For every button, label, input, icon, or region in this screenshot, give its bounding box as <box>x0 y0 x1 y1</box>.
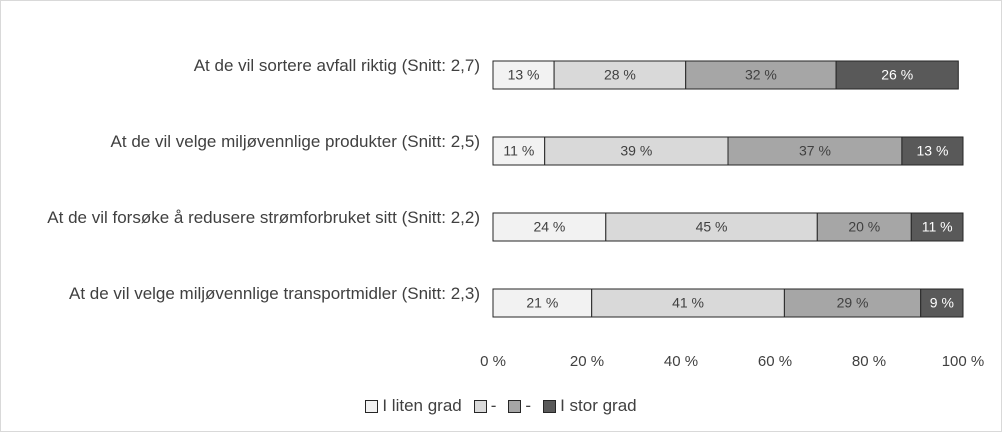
legend-swatch <box>543 399 557 413</box>
category-text: At de vil sortere avfall riktig (Snitt: … <box>193 56 480 75</box>
x-tick-label: 100 % <box>942 353 985 370</box>
category-label: At de vil forsøke å redusere strømforbru… <box>10 207 480 229</box>
legend-item: I liten grad <box>365 396 462 416</box>
bar-segment <box>910 212 964 242</box>
legend-label: - <box>490 396 497 415</box>
x-tick-label: 60 % <box>758 353 792 370</box>
legend: I liten grad - - I stor grad <box>0 396 1002 416</box>
legend-swatch <box>473 399 487 413</box>
category-label: At de vil velge miljøvennlige transportm… <box>10 283 480 305</box>
x-tick-label: 80 % <box>852 353 886 370</box>
legend-item: - <box>473 396 497 416</box>
data-label: 11 % <box>922 219 953 235</box>
data-label: 29 % <box>837 295 869 311</box>
category-text: At de vil forsøke å redusere strømforbru… <box>47 208 480 227</box>
bar-segment <box>816 212 912 242</box>
data-label: 39 % <box>620 143 652 159</box>
bar-segment <box>783 288 922 318</box>
bar-segment <box>727 136 903 166</box>
data-label: 11 % <box>503 143 534 159</box>
data-label: 24 % <box>533 219 565 235</box>
category-text: At de vil velge miljøvennlige produkter … <box>110 132 480 151</box>
legend-label: I liten grad <box>382 396 462 415</box>
data-label: 13 % <box>508 67 540 83</box>
data-label: 9 % <box>930 295 954 311</box>
data-label: 26 % <box>881 67 913 83</box>
x-tick-label: 40 % <box>664 353 698 370</box>
bar-segment <box>492 60 555 90</box>
data-label: 28 % <box>604 67 636 83</box>
legend-item: - <box>508 396 531 416</box>
data-label: 32 % <box>745 67 777 83</box>
bar-segment <box>591 288 785 318</box>
bar-segment <box>920 288 964 318</box>
category-text: At de vil velge miljøvennlige transportm… <box>69 284 480 303</box>
legend-label: - <box>525 396 532 415</box>
bar-segment <box>492 288 593 318</box>
data-label: 20 % <box>848 219 880 235</box>
data-label: 13 % <box>916 143 948 159</box>
bar-segment <box>544 136 729 166</box>
data-label: 21 % <box>526 295 558 311</box>
legend-label: I stor grad <box>560 396 637 415</box>
legend-item: I stor grad <box>543 396 637 416</box>
category-label: At de vil sortere avfall riktig (Snitt: … <box>10 55 480 77</box>
data-label: 45 % <box>696 219 728 235</box>
bar-segment <box>835 60 959 90</box>
data-label: 37 % <box>799 143 831 159</box>
legend-swatch <box>508 399 522 413</box>
x-tick-label: 20 % <box>570 353 604 370</box>
data-label: 41 % <box>672 295 704 311</box>
category-label: At de vil velge miljøvennlige produkter … <box>10 131 480 153</box>
bar-segment <box>901 136 964 166</box>
bar-segment <box>605 212 818 242</box>
legend-swatch <box>365 399 379 413</box>
bar-segment <box>553 60 687 90</box>
bar-segment <box>492 212 607 242</box>
bar-segment <box>685 60 837 90</box>
x-tick-label: 0 % <box>480 353 506 370</box>
bar-segment <box>492 136 546 166</box>
